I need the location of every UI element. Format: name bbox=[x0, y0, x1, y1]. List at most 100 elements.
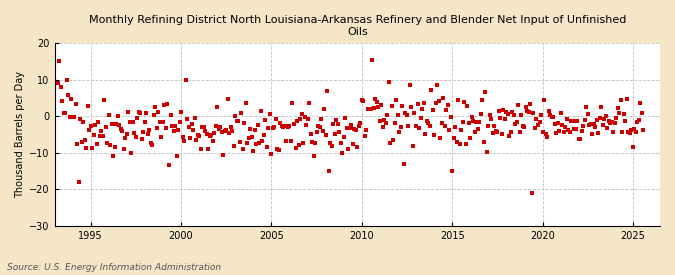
Point bbox=[560, 125, 570, 129]
Point bbox=[365, 106, 376, 111]
Point bbox=[597, 122, 608, 127]
Point bbox=[492, 130, 503, 134]
Point bbox=[215, 125, 225, 130]
Point bbox=[348, 142, 358, 146]
Point bbox=[533, 123, 543, 128]
Point bbox=[271, 117, 281, 122]
Point bbox=[409, 111, 420, 116]
Point bbox=[227, 129, 238, 133]
Point bbox=[335, 141, 346, 145]
Point bbox=[343, 147, 354, 151]
Point bbox=[207, 139, 218, 143]
Point bbox=[325, 141, 335, 145]
Point bbox=[469, 130, 480, 134]
Point bbox=[439, 124, 450, 129]
Point bbox=[257, 139, 268, 143]
Point bbox=[64, 115, 75, 120]
Point bbox=[277, 124, 288, 129]
Point bbox=[602, 126, 613, 130]
Point bbox=[159, 102, 170, 107]
Point bbox=[462, 104, 472, 109]
Point bbox=[57, 99, 68, 104]
Point bbox=[541, 134, 552, 139]
Point bbox=[173, 128, 184, 133]
Point bbox=[611, 116, 622, 120]
Point bbox=[162, 102, 173, 106]
Point bbox=[129, 131, 140, 135]
Point bbox=[364, 106, 375, 111]
Point bbox=[446, 115, 456, 119]
Point bbox=[398, 161, 409, 166]
Point bbox=[387, 104, 398, 108]
Point bbox=[304, 101, 315, 105]
Point bbox=[371, 100, 382, 104]
Point bbox=[148, 113, 159, 117]
Point bbox=[263, 126, 274, 130]
Point bbox=[421, 119, 432, 123]
Point bbox=[623, 130, 634, 134]
Point bbox=[459, 100, 470, 104]
Point bbox=[334, 130, 345, 134]
Point bbox=[590, 124, 601, 129]
Point bbox=[622, 97, 632, 101]
Point bbox=[176, 110, 186, 114]
Point bbox=[599, 117, 610, 121]
Point bbox=[252, 122, 263, 127]
Point bbox=[457, 119, 468, 124]
Point bbox=[306, 140, 317, 144]
Point bbox=[557, 123, 568, 127]
Point bbox=[141, 111, 152, 115]
Point bbox=[583, 112, 593, 116]
Point bbox=[157, 120, 168, 124]
Point bbox=[180, 77, 191, 82]
Point bbox=[361, 128, 372, 132]
Point bbox=[385, 141, 396, 146]
Point bbox=[161, 125, 171, 130]
Point bbox=[605, 121, 616, 125]
Point bbox=[414, 125, 425, 130]
Point bbox=[275, 121, 286, 125]
Point bbox=[65, 97, 76, 101]
Point bbox=[547, 114, 558, 119]
Point bbox=[331, 118, 342, 122]
Point bbox=[290, 146, 301, 150]
Point bbox=[118, 147, 129, 151]
Point bbox=[530, 126, 541, 130]
Point bbox=[70, 102, 81, 107]
Point bbox=[638, 128, 649, 132]
Point bbox=[502, 112, 513, 116]
Point bbox=[73, 180, 84, 184]
Point bbox=[72, 142, 82, 146]
Point bbox=[230, 114, 241, 118]
Point bbox=[124, 120, 135, 124]
Point bbox=[245, 127, 256, 132]
Point bbox=[452, 139, 462, 144]
Point bbox=[450, 125, 460, 129]
Point bbox=[552, 120, 563, 125]
Point bbox=[612, 105, 623, 110]
Point bbox=[194, 134, 205, 138]
Point bbox=[463, 121, 474, 125]
Point bbox=[79, 138, 90, 142]
Point bbox=[134, 110, 144, 114]
Point bbox=[472, 127, 483, 131]
Point bbox=[311, 130, 322, 134]
Point bbox=[394, 130, 405, 134]
Point bbox=[373, 104, 384, 109]
Point bbox=[435, 136, 446, 141]
Point bbox=[209, 131, 219, 135]
Point bbox=[322, 89, 333, 93]
Point bbox=[474, 120, 485, 124]
Point bbox=[191, 138, 202, 142]
Point bbox=[637, 111, 647, 115]
Point bbox=[238, 147, 248, 151]
Point bbox=[520, 105, 531, 109]
Point bbox=[254, 140, 265, 145]
Point bbox=[635, 101, 646, 105]
Point bbox=[152, 126, 163, 130]
Point bbox=[429, 132, 439, 137]
Point bbox=[600, 114, 611, 118]
Point bbox=[595, 116, 605, 120]
Point bbox=[589, 122, 599, 126]
Point bbox=[423, 121, 433, 125]
